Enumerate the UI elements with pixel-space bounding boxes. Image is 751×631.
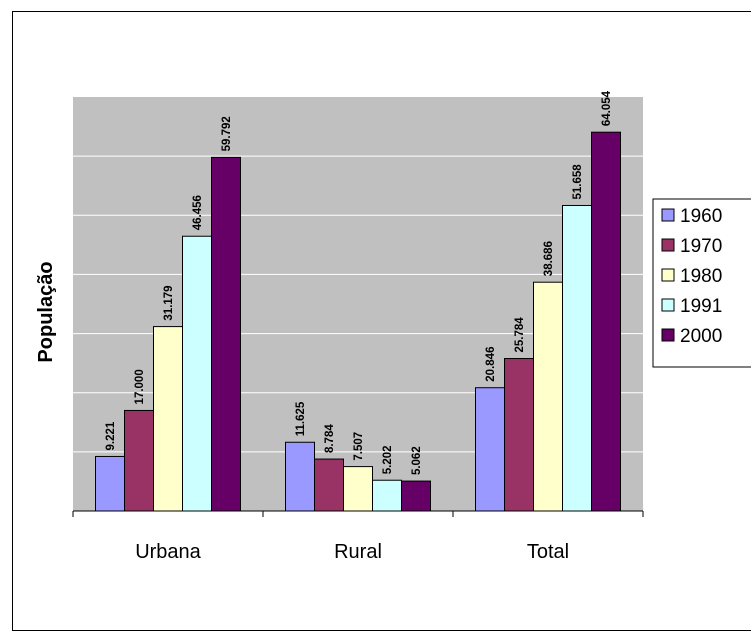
data-label: 17.000: [134, 369, 146, 404]
data-label: 31.179: [163, 285, 175, 320]
legend-label-2000: 2000: [680, 326, 722, 347]
bar-urbana-1970: [124, 409, 154, 512]
legend-label-1960: 1960: [680, 206, 722, 227]
legend-label-1980: 1980: [680, 266, 722, 287]
legend-swatch-1980: [661, 268, 675, 282]
data-labels: 9.221 17.000 31.179 46.456 59.792 11.625 8.784…: [105, 90, 613, 475]
legend-swatch-1970: [661, 238, 675, 252]
category-label: Total: [527, 541, 569, 563]
chart: 9.221 17.000 31.179 46.456 59.792 11.625 8.784…: [35, 90, 751, 563]
data-label: 46.456: [192, 195, 204, 230]
bar-rural-1970: [314, 458, 344, 512]
bar-total-1991: [562, 204, 592, 512]
legend-swatch-1960: [661, 208, 675, 222]
bar-total-1960: [475, 387, 505, 512]
y-axis-label: População: [35, 261, 57, 362]
legend-swatch-2000: [661, 328, 675, 342]
data-label: 64.054: [601, 90, 613, 126]
data-label: 25.784: [514, 317, 526, 353]
bar-total-1980: [533, 281, 563, 512]
data-label: 5.202: [382, 445, 394, 474]
bar-urbana-2000: [211, 156, 241, 512]
legend-label-1991: 1991: [680, 296, 722, 317]
category-label: Urbana: [135, 541, 201, 563]
data-label: 5.062: [411, 446, 423, 475]
data-label: 38.686: [543, 241, 555, 276]
bar-urbana-1960: [95, 455, 125, 512]
bar-rural-2000: [401, 480, 431, 512]
bar-total-2000: [591, 131, 621, 512]
bar-rural-1991: [372, 479, 402, 512]
data-label: 11.625: [295, 401, 307, 436]
bars: [95, 131, 621, 512]
x-ticks: [72, 511, 644, 517]
data-label: 9.221: [105, 421, 117, 450]
data-label: 20.846: [485, 347, 497, 382]
category-labels: Urbana Rural Total: [135, 541, 569, 563]
legend-label-1970: 1970: [680, 236, 722, 257]
category-label: Rural: [334, 541, 382, 563]
legend: 1960 1970 1980 1991 2000: [652, 198, 751, 368]
data-label: 8.784: [324, 424, 336, 453]
legend-swatch-1991: [661, 298, 675, 312]
bar-rural-1960: [285, 441, 315, 512]
legend-items: 1960 1970 1980 1991 2000: [661, 206, 722, 347]
bar-urbana-1991: [182, 235, 212, 512]
bar-total-1970: [504, 358, 534, 512]
bar-rural-1980: [343, 466, 373, 512]
bar-urbana-1980: [153, 326, 183, 512]
data-label: 7.507: [353, 432, 365, 461]
data-label: 59.792: [221, 116, 233, 151]
data-label: 51.658: [572, 164, 584, 200]
